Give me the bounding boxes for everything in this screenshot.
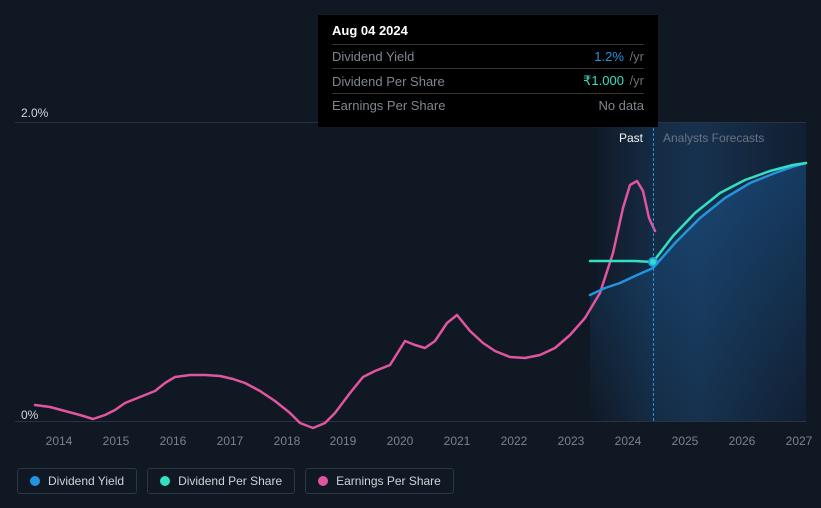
hover-marker [648,257,658,267]
x-tick: 2022 [501,434,528,448]
chart-area: 2.0% 0% Past Analysts Forecasts 20142015… [15,102,806,432]
legend-item[interactable]: Dividend Per Share [147,468,295,494]
tooltip-row-label: Dividend Yield [332,49,414,64]
chart-tooltip: Aug 04 2024 Dividend Yield1.2% /yrDivide… [318,15,658,127]
chart-legend: Dividend Yield Dividend Per Share Earnings… [17,468,454,494]
legend-label: Earnings Per Share [336,474,441,488]
x-tick: 2026 [729,434,756,448]
x-tick: 2023 [558,434,585,448]
hover-vertical-line [653,123,654,421]
x-tick: 2027 [786,434,813,448]
legend-swatch [160,476,170,486]
legend-swatch [30,476,40,486]
tooltip-row-value: 1.2% /yr [594,49,644,64]
x-tick: 2024 [615,434,642,448]
legend-label: Dividend Per Share [178,474,282,488]
tooltip-row-label: Dividend Per Share [332,74,445,89]
plot-region[interactable]: Past Analysts Forecasts [15,122,806,422]
tooltip-row: Dividend Yield 1.2% /yr [332,44,644,68]
tooltip-row: Earnings Per Share No data [332,93,644,117]
legend-item[interactable]: Dividend Yield [17,468,137,494]
tooltip-row-label: Earnings Per Share [332,98,445,113]
x-axis: 2014 2015 2016 2017 2018 2019 2020 2021 2022 2023… [15,432,806,452]
x-tick: 2018 [274,434,301,448]
y-axis-max-label: 2.0% [21,106,48,120]
x-tick: 2015 [103,434,130,448]
series-line [35,181,655,428]
chart-svg [15,123,806,423]
past-label: Past [619,131,643,145]
legend-swatch [318,476,328,486]
tooltip-row-value: ₹1.000 /yr [583,73,644,89]
forecast-label: Analysts Forecasts [663,131,764,145]
x-tick: 2014 [46,434,73,448]
tooltip-row: Dividend Per Share ₹1.000 /yr [332,68,644,93]
legend-item[interactable]: Earnings Per Share [305,468,454,494]
x-tick: 2017 [217,434,244,448]
x-tick: 2019 [330,434,357,448]
legend-label: Dividend Yield [48,474,124,488]
x-tick: 2025 [672,434,699,448]
tooltip-row-value: No data [598,98,644,113]
x-tick: 2016 [160,434,187,448]
x-tick: 2021 [444,434,471,448]
chart-container: Aug 04 2024 Dividend Yield1.2% /yrDivide… [0,0,821,508]
tooltip-date: Aug 04 2024 [332,23,644,44]
x-tick: 2020 [387,434,414,448]
